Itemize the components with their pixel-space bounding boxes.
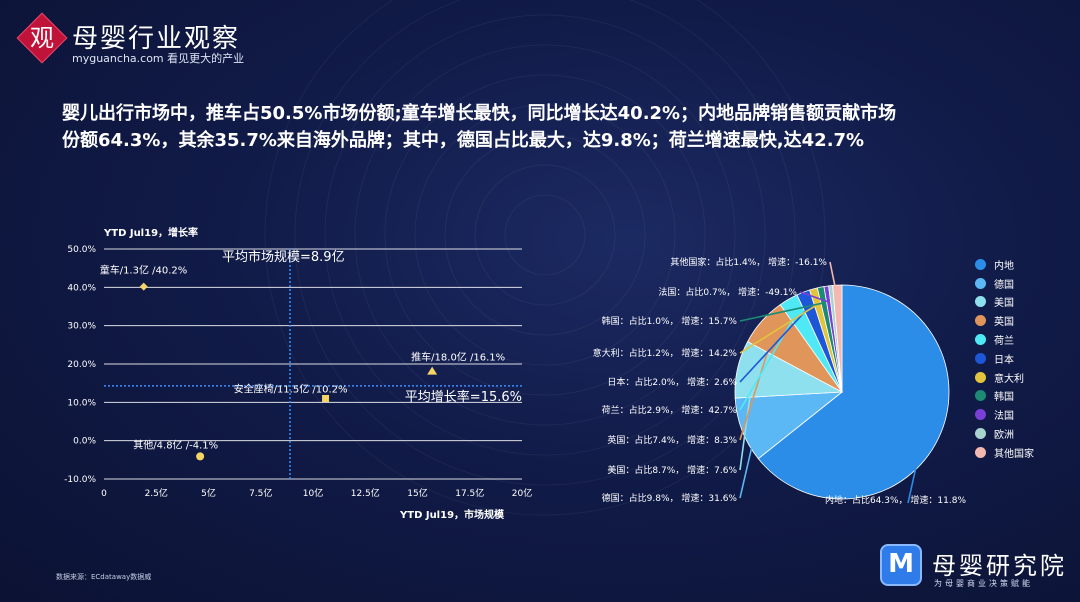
scatter-point	[139, 282, 148, 291]
legend-swatch	[975, 296, 986, 308]
legend-item: 美国	[975, 293, 1034, 312]
pie-slice	[832, 284, 843, 393]
scatter-point-label: 安全座椅/11.5亿 /10.2%	[234, 383, 348, 396]
y-tick-label: 20.0%	[67, 360, 96, 370]
y-tick-label: 10.0%	[67, 398, 96, 408]
legend-label: 英国	[994, 317, 1014, 329]
legend-label: 美国	[994, 298, 1014, 310]
legend-label: 日本	[994, 354, 1014, 366]
avg-growth-label: 平均增长率=15.6%	[405, 389, 522, 405]
pie-leader-line	[739, 312, 798, 411]
legend-swatch	[975, 258, 986, 270]
pie-leader-line	[739, 331, 775, 441]
y-tick-label: 30.0%	[67, 322, 96, 332]
legend-label: 法国	[994, 411, 1014, 423]
pie-slice-label: 荷兰：占比2.9%， 增速：42.7%	[602, 404, 738, 416]
pie-slice-label: 美国：占比8.7%， 增速：7.6%	[607, 464, 737, 476]
x-tick-label: 10亿	[303, 487, 323, 499]
legend-item: 内地	[975, 255, 1034, 274]
research-brand-title: 母婴研究院	[932, 552, 1067, 580]
pie-leader-line	[907, 431, 925, 504]
legend-label: 欧洲	[994, 430, 1014, 442]
research-logo-icon	[880, 544, 922, 586]
legend-swatch	[975, 371, 986, 383]
headline-line-2: 份额64.3%，其余35.7%来自海外品牌；其中，德国占比最大，达9.8%；荷兰…	[62, 130, 865, 151]
pie-slice-label: 法国：占比0.7%， 增速：-49.1%	[658, 286, 797, 298]
pie-leader-line	[829, 261, 839, 302]
x-tick-label: 12.5亿	[351, 487, 380, 499]
scatter-point	[427, 366, 438, 375]
scatter-point	[322, 395, 330, 402]
pie-leader-line	[739, 306, 810, 383]
x-axis-label: YTD Jul19，市场规模	[399, 508, 505, 521]
legend-swatch	[975, 409, 986, 421]
legend-swatch	[975, 446, 986, 458]
y-tick-label: 50.0%	[67, 245, 96, 255]
pie-leader-line	[739, 424, 758, 499]
legend-label: 内地	[994, 260, 1014, 272]
scatter-point	[196, 452, 205, 461]
pie-slice-label: 其他国家：占比1.4%， 增速：-16.1%	[670, 256, 827, 268]
pie-leader-line	[739, 302, 825, 322]
legend-label: 意大利	[994, 373, 1024, 385]
legend-swatch	[975, 315, 986, 327]
legend-item: 欧洲	[975, 424, 1034, 443]
legend-item: 韩国	[975, 387, 1034, 406]
brand-title: 母婴行业观察	[72, 24, 241, 54]
x-tick-label: 5亿	[201, 487, 216, 499]
pie-slice-label: 意大利：占比1.2%， 增速：14.2%	[593, 347, 738, 359]
research-logo-glyph: M	[888, 549, 914, 579]
pie-slice-label: 日本：占比2.0%， 增速：2.6%	[607, 376, 737, 388]
data-source: 数据来源：ECdataway数据威	[56, 573, 152, 581]
legend-swatch	[975, 277, 986, 289]
headline-line-1: 婴儿出行市场中，推车占50.5%市场份额;童车增长最快，同比增长达40.2%；内…	[62, 103, 897, 124]
legend-swatch	[975, 352, 986, 364]
avg-size-label: 平均市场规模=8.9亿	[222, 249, 345, 265]
y-tick-label: 0.0%	[73, 437, 96, 447]
legend-item: 法国	[975, 405, 1034, 424]
pie-slice-label: 德国：占比9.8%， 增速：31.6%	[602, 492, 738, 504]
brand-logo: 观 母婴行业观察 myguancha.com 看见更大的产业	[10, 10, 280, 70]
legend-item: 德国	[975, 274, 1034, 293]
pie-legend: 内地德国美国英国荷兰日本意大利韩国法国欧洲其他国家	[975, 255, 1034, 462]
legend-item: 荷兰	[975, 330, 1034, 349]
y-tick-label: -10.0%	[64, 475, 96, 485]
pie-slice-label: 内地：占比64.3%， 增速：11.8%	[825, 494, 966, 506]
x-tick-label: 0	[101, 489, 107, 499]
x-tick-label: 15亿	[407, 487, 427, 499]
legend-label: 韩国	[994, 392, 1014, 404]
x-tick-label: 17.5亿	[455, 487, 484, 499]
research-brand-subtitle: 为母婴商业决策赋能	[934, 579, 1033, 588]
legend-label: 德国	[994, 279, 1014, 291]
brand-subtitle: myguancha.com 看见更大的产业	[72, 52, 245, 65]
y-tick-label: 40.0%	[67, 283, 96, 293]
page-headline: 婴儿出行市场中，推车占50.5%市场份额;童车增长最快，同比增长达40.2%；内…	[62, 100, 1022, 154]
scatter-point-label: 推车/18.0亿 /16.1%	[411, 351, 505, 364]
legend-label: 其他国家	[994, 448, 1034, 460]
legend-swatch	[975, 334, 986, 346]
x-tick-label: 7.5亿	[249, 487, 272, 499]
x-tick-label: 20亿	[512, 487, 532, 499]
legend-item: 意大利	[975, 368, 1034, 387]
pie-slice-label: 韩国：占比1.0%， 增速：15.7%	[602, 315, 738, 327]
legend-swatch	[975, 390, 986, 402]
x-tick-label: 2.5亿	[145, 487, 168, 499]
legend-item: 日本	[975, 349, 1034, 368]
legend-item: 英国	[975, 311, 1034, 330]
research-brand: M 母婴研究院 为母婴商业决策赋能	[880, 544, 1070, 592]
pie-leader-line	[739, 303, 819, 354]
pie-slice-label: 英国：占比7.4%， 增速：8.3%	[607, 434, 737, 446]
pie-slice	[757, 284, 950, 500]
y-axis-label: YTD Jul19，增长率	[103, 226, 198, 239]
legend-swatch	[975, 428, 986, 440]
legend-item: 其他国家	[975, 443, 1034, 462]
logo-char: 观	[30, 24, 54, 52]
scatter-point-label: 其他/4.8亿 /-4.1%	[133, 438, 218, 451]
legend-label: 荷兰	[994, 336, 1014, 348]
pie-leader-line	[799, 291, 829, 303]
scatter-point-label: 童车/1.3亿 /40.2%	[100, 264, 188, 277]
